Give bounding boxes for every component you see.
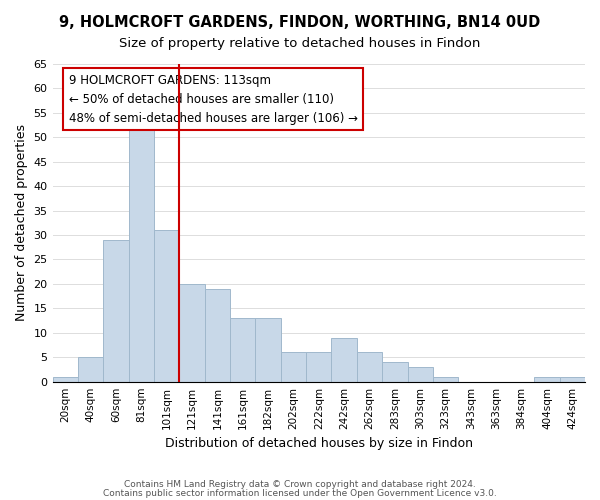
X-axis label: Distribution of detached houses by size in Findon: Distribution of detached houses by size … — [165, 437, 473, 450]
Bar — [78, 357, 103, 382]
Y-axis label: Number of detached properties: Number of detached properties — [15, 124, 28, 322]
Bar — [281, 352, 306, 382]
Text: Contains public sector information licensed under the Open Government Licence v3: Contains public sector information licen… — [103, 488, 497, 498]
Bar — [205, 289, 230, 382]
Bar — [128, 118, 154, 382]
Bar — [560, 377, 585, 382]
Text: Contains HM Land Registry data © Crown copyright and database right 2024.: Contains HM Land Registry data © Crown c… — [124, 480, 476, 489]
Text: 9, HOLMCROFT GARDENS, FINDON, WORTHING, BN14 0UD: 9, HOLMCROFT GARDENS, FINDON, WORTHING, … — [59, 15, 541, 30]
Bar — [103, 240, 128, 382]
Bar — [534, 377, 560, 382]
Bar — [306, 352, 331, 382]
Bar — [382, 362, 407, 382]
Bar — [53, 377, 78, 382]
Bar — [407, 367, 433, 382]
Bar — [357, 352, 382, 382]
Text: 9 HOLMCROFT GARDENS: 113sqm
← 50% of detached houses are smaller (110)
48% of se: 9 HOLMCROFT GARDENS: 113sqm ← 50% of det… — [68, 74, 358, 124]
Bar — [331, 338, 357, 382]
Bar — [154, 230, 179, 382]
Text: Size of property relative to detached houses in Findon: Size of property relative to detached ho… — [119, 38, 481, 51]
Bar — [256, 318, 281, 382]
Bar — [433, 377, 458, 382]
Bar — [230, 318, 256, 382]
Bar — [179, 284, 205, 382]
